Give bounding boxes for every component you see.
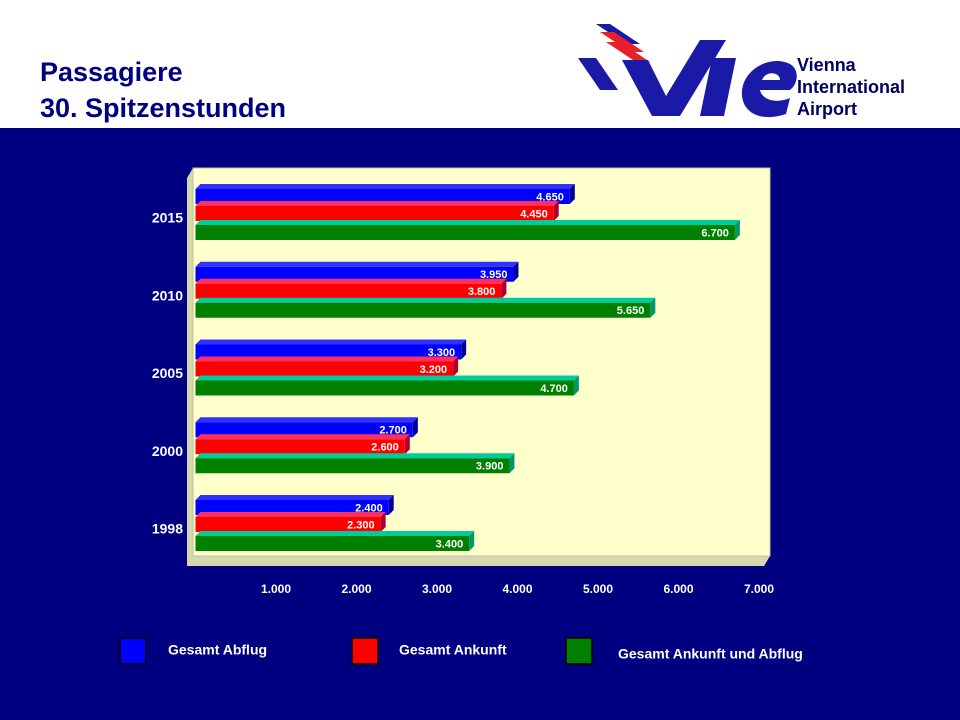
logo-stripes [578,24,640,90]
bar-top [195,417,418,423]
legend-label: Gesamt Ankunft [399,642,507,658]
value-label: 2.600 [371,442,399,454]
bar-side [412,417,418,438]
logo-stripes-red [600,32,650,62]
logo-text: International [797,77,905,97]
y-tick-label: 2015 [152,210,183,226]
logo-text: Vienna [797,55,857,75]
chart-title: Passagiere [40,57,183,87]
value-label: 2.300 [347,519,375,531]
value-label: 4.450 [520,208,548,220]
value-label: 3.950 [480,269,508,281]
value-label: 2.400 [355,502,383,514]
bar [195,439,405,455]
x-tick-label: 3.000 [422,582,452,596]
value-label: 2.700 [379,425,407,437]
bar-side [573,375,579,396]
bar-side [469,531,475,551]
value-label: 4.650 [536,191,564,203]
value-label: 3.900 [476,461,504,473]
value-label: 3.200 [420,364,448,376]
logo-v [622,40,726,116]
bar-side [501,278,507,299]
bar-side [734,220,740,240]
bar-top [195,297,656,303]
value-label: 6.700 [701,227,729,239]
bar-side [404,434,410,455]
bar-top [195,201,559,206]
value-label: 3.800 [468,286,496,298]
bar-top [195,495,394,500]
value-label: 3.300 [428,347,456,359]
bar-side [513,261,519,282]
bar-top [195,375,579,381]
bar-top [195,278,507,284]
bar [195,283,502,299]
bar-side [553,201,559,221]
logo-e [741,60,797,118]
bar-top [195,261,519,267]
bar [195,225,735,240]
y-tick-label: 2000 [152,443,183,459]
bar [195,302,651,318]
bar-side [650,297,656,318]
legend-swatch [351,637,379,665]
bar-top [195,453,515,459]
bar [195,266,514,282]
bar-side [388,495,394,515]
bar [195,422,413,438]
x-tick-label: 7.000 [744,582,774,596]
bar-top [195,339,467,345]
value-label: 3.400 [436,538,464,550]
legend-label: Gesamt Abflug [168,642,267,658]
bar-side [509,453,515,474]
bar [195,344,462,360]
y-tick-label: 2005 [152,365,183,381]
x-tick-label: 6.000 [663,582,693,596]
bar [195,380,574,396]
bar [195,206,554,221]
logo-i [700,58,736,116]
x-tick-label: 4.000 [502,582,532,596]
logo-text: Airport [797,99,857,119]
bar [195,361,454,377]
bar-top [195,512,386,517]
legend-label: Gesamt Ankunft und Abflug [618,646,803,662]
bar-top [195,184,575,189]
logo: Vienna International Airport [578,24,905,119]
bar [195,458,510,474]
bar-side [380,512,386,532]
legend-swatch [119,637,147,665]
x-tick-label: 1.000 [261,582,291,596]
bar-side [569,184,575,204]
bar-side [461,339,467,360]
legend-swatch [565,637,593,665]
y-tick-label: 2010 [152,287,183,303]
value-label: 4.700 [540,383,568,395]
value-label: 5.650 [617,305,645,317]
y-tick-label: 1998 [152,521,183,537]
bar-top [195,356,459,362]
x-tick-label: 2.000 [341,582,371,596]
bar [195,517,381,532]
bar-top [195,531,475,536]
bar-top [195,434,410,440]
header [0,0,960,128]
bar [195,500,389,515]
bar-side [453,356,459,377]
chart-subtitle: 30. Spitzenstunden [40,93,286,123]
x-tick-label: 5.000 [583,582,613,596]
bar-top [195,220,740,225]
bar [195,189,570,204]
bar [195,536,470,551]
